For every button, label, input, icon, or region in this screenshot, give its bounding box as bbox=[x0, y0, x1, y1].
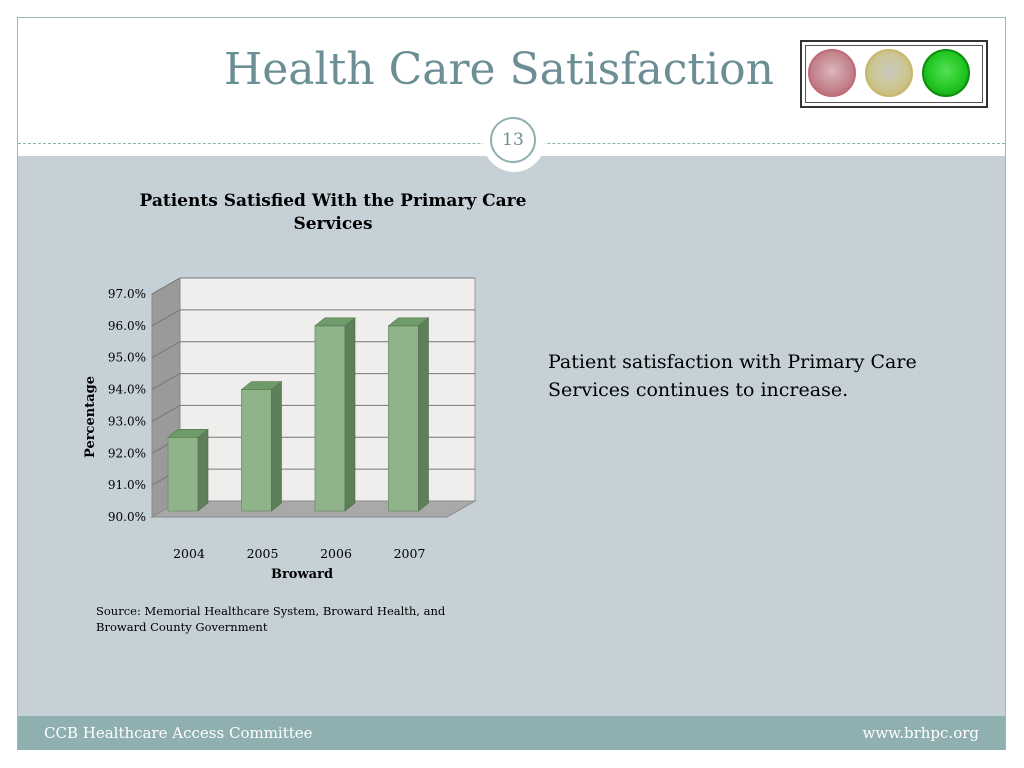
x-tick-label: 2005 bbox=[247, 546, 279, 561]
y-tick-label: 95.0% bbox=[108, 351, 146, 365]
summary-note: Patient satisfaction with Primary Care S… bbox=[548, 351, 917, 401]
y-tick-label: 90.0% bbox=[108, 510, 146, 524]
gridline-side bbox=[151, 373, 181, 391]
x-tick-label: 2006 bbox=[320, 546, 352, 561]
slide-title: Health Care Satisfaction bbox=[223, 44, 774, 95]
red-light-icon bbox=[808, 49, 856, 97]
bar-top bbox=[240, 381, 283, 390]
green-light-icon bbox=[922, 49, 970, 97]
bar bbox=[241, 389, 272, 512]
y-tick-label: 93.0% bbox=[108, 414, 146, 428]
bar-side bbox=[271, 380, 282, 512]
footer-bar: CCB Healthcare Access Committee www.brhp… bbox=[18, 716, 1005, 750]
source-line-1: Source: Memorial Healthcare System, Brow… bbox=[96, 604, 446, 618]
gridline-side bbox=[151, 309, 181, 327]
y-tick-label: 91.0% bbox=[108, 478, 146, 492]
gridline-side bbox=[151, 404, 181, 422]
bar-side bbox=[197, 428, 209, 512]
yellow-light-icon bbox=[865, 49, 913, 97]
bar-top bbox=[167, 429, 209, 438]
source-line-2: Broward County Government bbox=[96, 620, 268, 634]
x-tick-label: 2007 bbox=[394, 546, 426, 561]
bar bbox=[388, 325, 419, 512]
x-axis-title: Broward bbox=[271, 567, 333, 582]
footer-committee: CCB Healthcare Access Committee bbox=[44, 724, 313, 742]
y-axis-title: Percentage bbox=[83, 376, 98, 458]
chart-title: Patients Satisfied With the Primary Care… bbox=[139, 191, 527, 234]
footer-website[interactable]: www.brhpc.org bbox=[862, 724, 979, 742]
y-tick-label: 94.0% bbox=[108, 383, 146, 397]
bar-top bbox=[314, 317, 356, 327]
gridline-side bbox=[151, 341, 181, 359]
y-tick-label: 92.0% bbox=[108, 446, 146, 460]
x-tick-label: 2004 bbox=[173, 546, 205, 561]
bar-side bbox=[418, 317, 429, 512]
page-number: 13 bbox=[490, 117, 536, 163]
bar-top bbox=[387, 317, 430, 327]
source-citation: Source: Memorial Healthcare System, Brow… bbox=[96, 603, 476, 635]
bar-side bbox=[344, 317, 356, 512]
gridline-side bbox=[151, 277, 181, 295]
bar bbox=[314, 325, 346, 512]
y-tick-label: 97.0% bbox=[108, 287, 146, 301]
traffic-light-indicator bbox=[800, 40, 988, 108]
bar-chart: 90.0% 91.0% 92.0% 93.0% 94.0% 95.0% 96.0% 97.0%… bbox=[83, 277, 477, 582]
traffic-light-inner-border bbox=[805, 45, 983, 103]
bar bbox=[167, 436, 199, 512]
y-tick-label: 96.0% bbox=[108, 319, 146, 333]
